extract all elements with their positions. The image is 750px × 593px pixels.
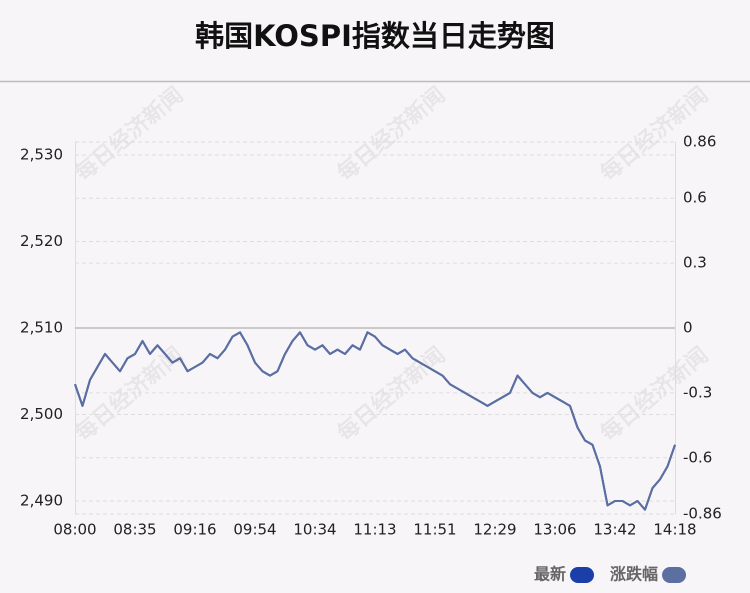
legend-swatch bbox=[662, 567, 687, 583]
y2-tick-label: 0 bbox=[683, 319, 693, 337]
y2-tick-label: 0.6 bbox=[683, 189, 707, 207]
x-tick-label: 12:29 bbox=[473, 521, 516, 539]
y-tick-label: 2,520 bbox=[20, 232, 63, 250]
y2-tick-label: 0.3 bbox=[683, 254, 707, 272]
y2-tick-label: -0.86 bbox=[683, 505, 722, 523]
y-tick-label: 2,530 bbox=[20, 145, 63, 163]
x-tick-label: 08:35 bbox=[113, 521, 156, 539]
x-tick-label: 11:51 bbox=[413, 521, 456, 539]
x-tick-label: 13:06 bbox=[533, 521, 576, 539]
x-tick-label: 08:00 bbox=[53, 521, 96, 539]
legend-label: 涨跌幅 bbox=[610, 565, 658, 584]
y2-tick-label: -0.6 bbox=[683, 448, 712, 466]
legend-label: 最新 bbox=[534, 565, 566, 584]
x-tick-label: 11:13 bbox=[353, 521, 396, 539]
y-tick-label: 2,490 bbox=[20, 492, 63, 510]
legend-swatch bbox=[570, 567, 595, 583]
y-tick-label: 2,500 bbox=[20, 405, 63, 423]
x-tick-label: 09:54 bbox=[233, 521, 276, 539]
x-tick-label: 09:16 bbox=[173, 521, 216, 539]
x-tick-label: 10:34 bbox=[293, 521, 336, 539]
y2-tick-label: 0.86 bbox=[683, 133, 716, 151]
y2-tick-label: -0.3 bbox=[683, 383, 712, 401]
series-line bbox=[74, 331, 676, 511]
x-tick-label: 14:18 bbox=[653, 521, 696, 539]
y-tick-label: 2,510 bbox=[20, 319, 63, 337]
chart-title: 韩国KOSPI指数当日走势图 bbox=[195, 19, 555, 53]
x-tick-label: 13:42 bbox=[593, 521, 636, 539]
